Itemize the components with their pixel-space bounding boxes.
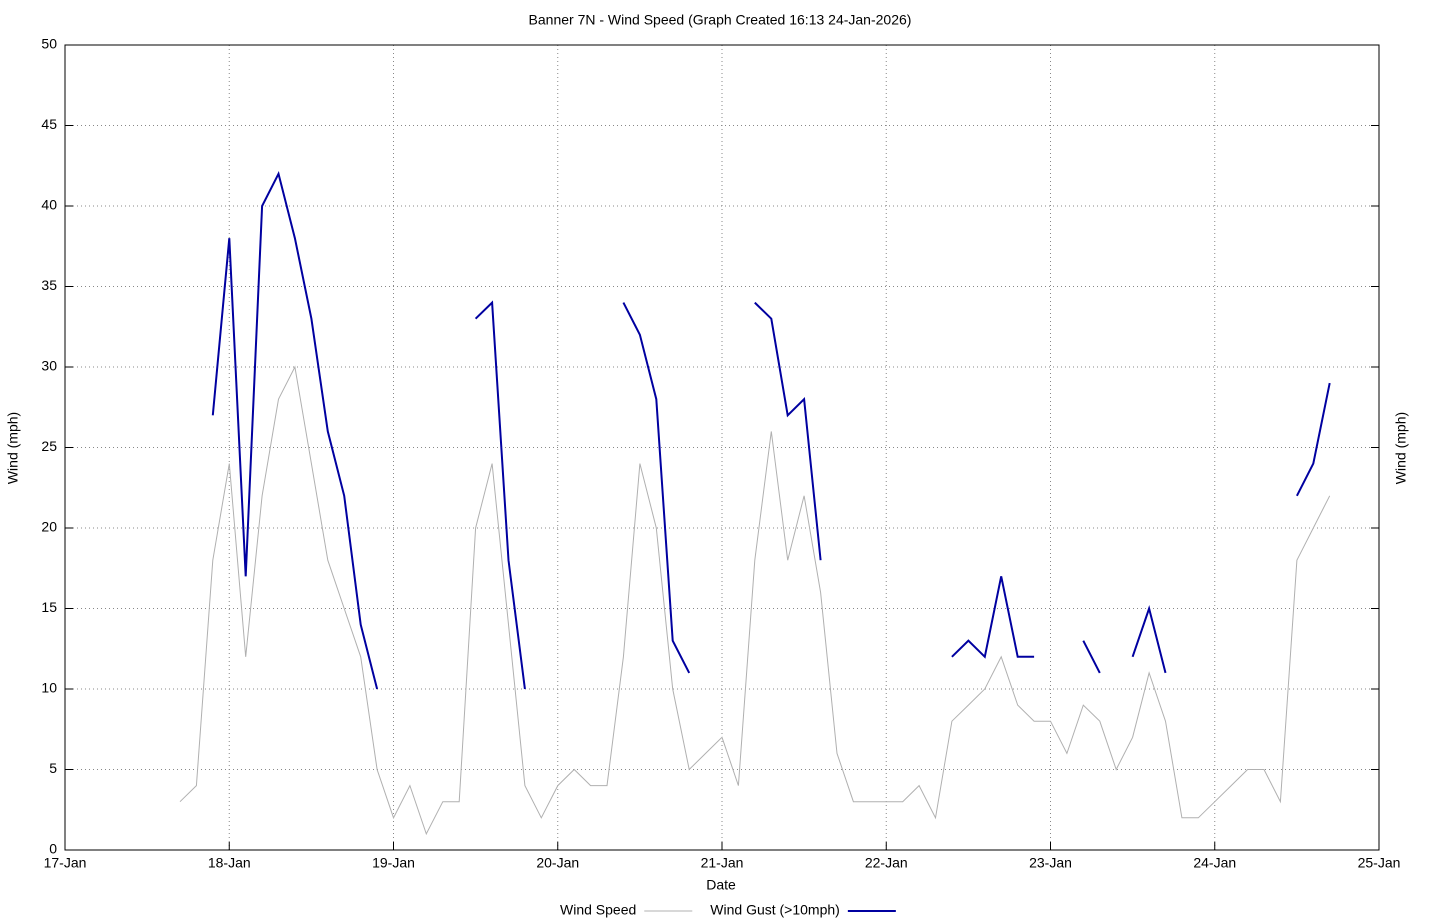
y-tick-label: 45: [41, 116, 57, 132]
x-axis-label: Date: [706, 877, 736, 893]
y-tick-label: 15: [41, 599, 57, 615]
y-tick-label: 25: [41, 438, 57, 454]
x-tick-label: 25-Jan: [1358, 855, 1401, 871]
y-tick-label: 35: [41, 277, 57, 293]
x-tick-label: 24-Jan: [1193, 855, 1236, 871]
y-tick-label: 30: [41, 358, 57, 374]
y-tick-label: 40: [41, 197, 57, 213]
y2-axis-label: Wind (mph): [1393, 412, 1409, 484]
plot-frame: [64, 44, 1380, 851]
x-tick-label: 22-Jan: [865, 855, 908, 871]
legend-label: Wind Gust (>10mph): [710, 902, 840, 918]
y-tick-label: 0: [49, 841, 57, 857]
chart-title: Banner 7N - Wind Speed (Graph Created 16…: [529, 12, 912, 28]
x-tick-label: 17-Jan: [44, 855, 87, 871]
y-tick-label: 10: [41, 680, 57, 696]
x-tick-label: 23-Jan: [1029, 855, 1072, 871]
series-line: [211, 170, 1331, 690]
y-axis-label: Wind (mph): [5, 412, 21, 484]
y-tick-label: 50: [41, 36, 57, 52]
series-line: [179, 365, 1331, 836]
x-tick-label: 21-Jan: [701, 855, 744, 871]
x-tick-label: 18-Jan: [208, 855, 251, 871]
x-tick-label: 20-Jan: [536, 855, 579, 871]
legend-label: Wind Speed: [560, 902, 636, 918]
x-tick-label: 19-Jan: [372, 855, 415, 871]
y-tick-label: 20: [41, 519, 57, 535]
y-tick-label: 5: [49, 760, 57, 776]
